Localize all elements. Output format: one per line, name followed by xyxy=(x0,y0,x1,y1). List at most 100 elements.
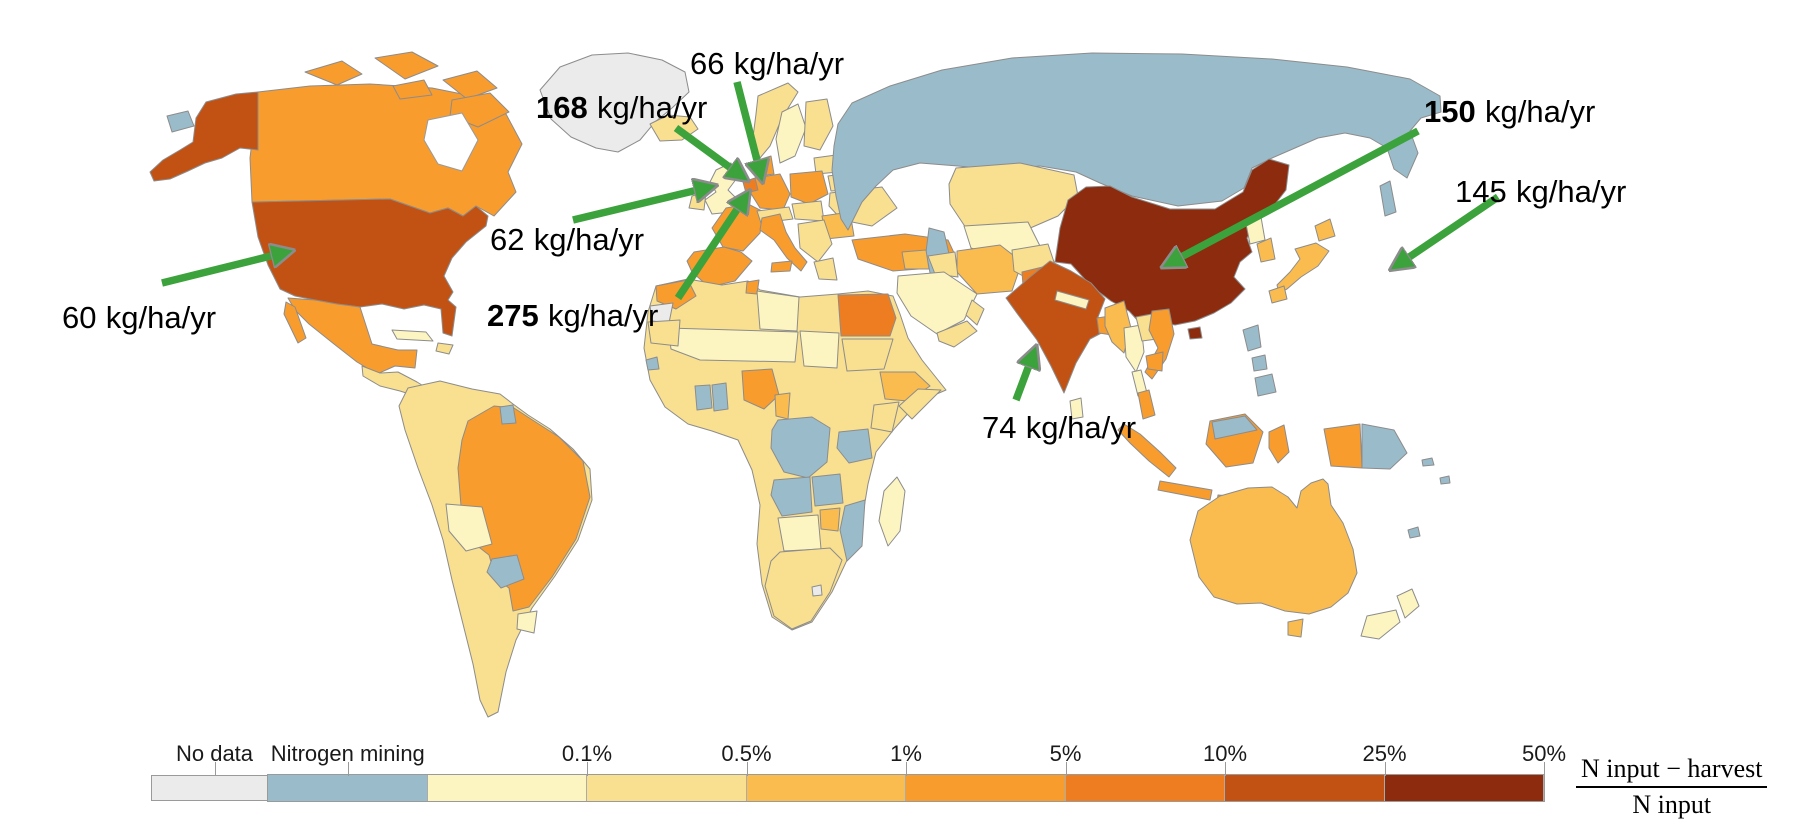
legend-tick-label-0.5%: 0.5% xyxy=(721,741,772,766)
canada-arctic-island xyxy=(442,70,498,100)
baja-california xyxy=(283,301,307,344)
annotation-unit: kg/ha/yr xyxy=(1025,410,1137,445)
country-cuba xyxy=(391,329,434,342)
country-philippines-visayas xyxy=(1251,354,1268,372)
legend-tick-25% xyxy=(1384,762,1386,776)
annotation-nw-europe: 168 kg/ha/yr xyxy=(536,90,707,126)
island-tasmania xyxy=(1287,618,1304,638)
country-saudi-arabia xyxy=(896,271,978,335)
callout-arrows xyxy=(161,81,1501,402)
legend-no-data-tick xyxy=(214,762,216,776)
annotation-value: 168 xyxy=(536,90,588,125)
country-alaska xyxy=(149,91,259,182)
hudson-bay xyxy=(423,112,479,172)
country-south-korea xyxy=(1256,237,1276,263)
arrow-china xyxy=(1168,127,1420,264)
legend-mining-label: Nitrogen mining xyxy=(270,741,425,766)
country-sweden xyxy=(775,103,807,164)
annotation-benelux: 275 kg/ha/yr xyxy=(487,298,658,334)
legend-segment-b4 xyxy=(906,775,1066,801)
country-somalia xyxy=(898,388,942,420)
country-paraguay xyxy=(486,554,525,589)
country-suriname xyxy=(499,404,517,425)
formula-denominator: N input xyxy=(1632,790,1712,819)
legend-tick-10% xyxy=(1225,762,1226,776)
annotation-value: 74 xyxy=(982,410,1017,445)
legend-tick-label-10%: 10% xyxy=(1202,741,1248,766)
annotation-india: 74 kg/ha/yr xyxy=(982,410,1136,446)
country-sudan xyxy=(841,338,894,372)
legend-segment-b1 xyxy=(427,775,587,801)
legend-tick-label-1%: 1% xyxy=(890,741,922,766)
island-java xyxy=(1157,480,1213,501)
country-mauritania xyxy=(647,319,681,347)
malay-peninsula xyxy=(1137,389,1156,420)
canada-arctic-island xyxy=(304,60,363,86)
country-lesotho xyxy=(811,584,823,597)
pacific-island xyxy=(1439,475,1451,485)
annotation-value: 66 xyxy=(690,46,725,81)
annotation-value: 60 xyxy=(62,300,97,335)
annotation-unit: kg/ha/yr xyxy=(533,222,645,257)
legend-tick-label-5%: 5% xyxy=(1049,741,1082,766)
country-malaysia-borneo xyxy=(1211,415,1258,440)
arrow-india xyxy=(1012,352,1034,402)
country-poland xyxy=(789,170,829,205)
legend-formula: N input − harvest N input xyxy=(1576,754,1768,820)
annotation-value: 150 xyxy=(1424,94,1476,129)
legend-tick-label-0.1%: 0.1% xyxy=(561,741,613,766)
annotation-china: 150 kg/ha/yr xyxy=(1424,94,1595,130)
legend-tick-5% xyxy=(1065,762,1067,776)
island-hispaniola xyxy=(435,342,454,355)
legend-tick-label-50%: 50% xyxy=(1521,741,1567,766)
annotation-usa: 60 kg/ha/yr xyxy=(62,300,216,336)
country-guinea xyxy=(645,356,660,371)
annotation-japan: 145 kg/ha/yr xyxy=(1455,174,1626,210)
canada-arctic-island xyxy=(374,51,439,80)
country-philippines-luzon xyxy=(1242,324,1262,352)
annotation-uk: 62 kg/ha/yr xyxy=(490,222,644,258)
country-japan-kyushu xyxy=(1268,285,1288,304)
annotation-denmark: 66 kg/ha/yr xyxy=(690,46,844,82)
arrow-uk xyxy=(572,187,710,224)
arrow-denmark xyxy=(733,81,761,176)
country-yemen xyxy=(936,320,978,348)
country-chad xyxy=(799,330,840,369)
annotation-value: 275 xyxy=(487,298,539,333)
pacific-island xyxy=(1407,526,1421,539)
annotation-unit: kg/ha/yr xyxy=(597,90,708,125)
legend-no-data-swatch xyxy=(151,775,278,801)
annotation-unit: kg/ha/yr xyxy=(548,298,659,333)
island-sumatra xyxy=(1117,423,1177,478)
arrow-nw-europe xyxy=(673,124,743,177)
country-nepal xyxy=(1054,290,1090,310)
country-bolivia xyxy=(445,503,493,552)
legend-tick-0.1% xyxy=(587,762,588,776)
country-ivory-coast xyxy=(694,384,713,411)
annotation-unit: kg/ha/yr xyxy=(1485,94,1596,129)
country-sri-lanka xyxy=(1069,397,1084,420)
country-cambodia xyxy=(1145,351,1164,372)
legend-tick-label-25%: 25% xyxy=(1362,741,1407,766)
legend-segment-b5 xyxy=(1065,775,1225,801)
arrow-benelux xyxy=(674,196,746,301)
legend-mining-tick xyxy=(347,762,349,776)
annotation-value: 62 xyxy=(490,222,525,257)
legend-bar-frame xyxy=(267,774,1545,802)
country-greenland xyxy=(539,52,690,153)
legend-segment-b7 xyxy=(1384,775,1544,801)
country-mexico xyxy=(287,297,418,375)
legend-tick-50% xyxy=(1544,762,1545,776)
island-st-lawrence xyxy=(166,110,195,133)
country-madagascar xyxy=(878,476,906,547)
legend-segment-b2 xyxy=(587,775,747,801)
country-norway xyxy=(752,82,799,159)
island-sulawesi xyxy=(1268,424,1290,464)
country-libya xyxy=(756,290,800,332)
annotation-unit: kg/ha/yr xyxy=(105,300,217,335)
country-russia xyxy=(831,52,1442,231)
legend-tick-1% xyxy=(906,762,907,776)
country-zambia xyxy=(811,473,844,507)
